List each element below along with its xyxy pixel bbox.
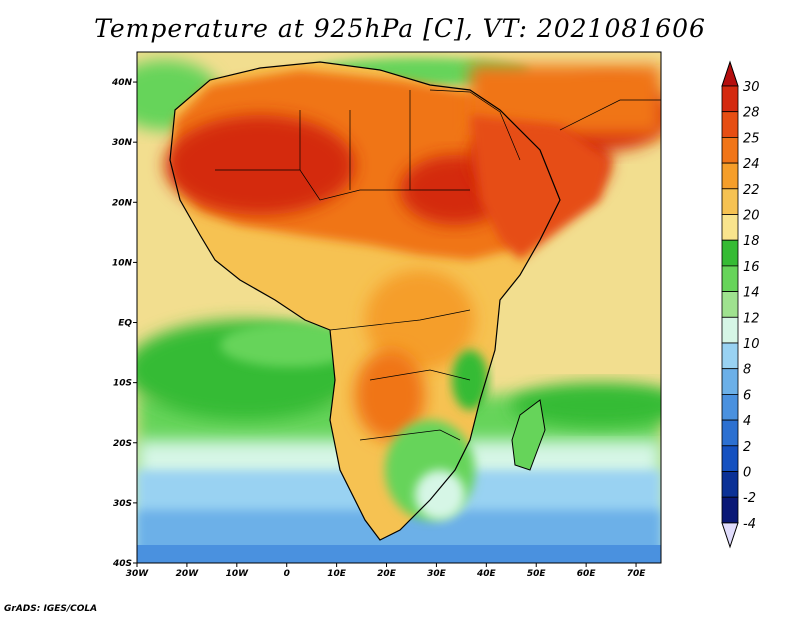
temperature-field (137, 52, 661, 563)
lat-tick-label: EQ (118, 319, 132, 329)
lat-tick-label: 30S (113, 499, 132, 509)
colorbar-label: 20 (743, 209, 760, 224)
colorbar-box (721, 393, 739, 421)
longitude-axis: 30W 20W 10W 0 10E 20E 30E 40E 50E 60E 70E (126, 563, 646, 579)
colorbar-label: 2 (743, 440, 751, 455)
angola-warm (355, 350, 425, 440)
colorbar-box (721, 111, 739, 138)
colorbar-box (721, 162, 739, 190)
lon-tick-label: 10E (327, 569, 347, 579)
lon-tick-label: 70E (627, 569, 647, 579)
lat-tick-label: 40N (111, 78, 133, 88)
colorbar-box (721, 136, 739, 164)
country-border-north (299, 90, 411, 190)
lat-tick-label: 20N (112, 198, 133, 208)
colorbar-box (721, 85, 739, 113)
lat-tick-label: 40S (112, 559, 132, 569)
lon-tick-label: 50E (527, 569, 547, 579)
colorbar-label: 16 (743, 260, 760, 275)
colorbar-label: -4 (743, 517, 756, 532)
lon-tick-label: 30W (126, 569, 150, 579)
arabian-peninsula (470, 115, 610, 260)
lon-tick-label: 60E (577, 569, 597, 579)
colorbar-box (721, 214, 739, 241)
colorbar-box (721, 265, 739, 292)
colorbar-top-arrow (721, 60, 739, 87)
lat-tick-label: 20S (113, 439, 132, 449)
colorbar-label: 18 (743, 234, 760, 249)
lon-tick-label: 10W (226, 569, 250, 579)
colorbar-label: 24 (743, 157, 760, 172)
colorbar-label: 8 (743, 363, 751, 378)
sahara-west-hot-core (165, 115, 355, 215)
lon-tick-label: 20E (377, 569, 397, 579)
lon-tick-label: 40E (476, 569, 497, 579)
africa-coastline (169, 61, 561, 541)
south-ocean-cold-band (137, 545, 661, 563)
southern-africa-cool-core (415, 470, 465, 520)
country-border-sahel (215, 169, 470, 201)
colorbar-label: 14 (743, 286, 760, 301)
lat-tick-label: 10S (113, 379, 132, 389)
colorbar-box (721, 445, 739, 472)
colorbar-label: 22 (743, 183, 760, 198)
colorbar-box (721, 239, 739, 267)
country-border-middle-east (429, 89, 661, 161)
colorbar-box (721, 316, 739, 344)
colorbar-box (721, 419, 739, 447)
colorbar-label: 6 (743, 388, 751, 403)
map-title: Temperature at 925hPa [C], VT: 202108160… (94, 14, 706, 43)
atlantic-green-core (220, 323, 360, 367)
lon-tick-label: 20W (176, 569, 200, 579)
lat-tick-label: 10N (112, 258, 133, 268)
colorbar-label: 12 (743, 311, 760, 326)
country-border-central-south (329, 309, 471, 441)
colorbar-box (721, 496, 739, 524)
madagascar (511, 399, 546, 471)
colorbar-box (721, 471, 739, 498)
map-frame (136, 51, 662, 564)
colorbar-bottom-arrow (721, 522, 739, 549)
colorbar-box (721, 342, 739, 370)
colorbar-box (721, 291, 739, 318)
colorbar-box (721, 368, 739, 395)
colorbar-label: -2 (743, 491, 756, 506)
colorbar-label: 4 (743, 414, 751, 429)
colorbar-box (721, 188, 739, 215)
colorbar-label: 0 (743, 466, 751, 481)
colorbar-label: 25 (743, 131, 760, 146)
colorbar-label: 28 (743, 106, 760, 121)
lat-tick-label: 30N (112, 138, 133, 148)
colorbar-label: 30 (743, 80, 760, 95)
latitude-axis: 40N 30N 20N 10N EQ 10S 20S 30S 40S (111, 78, 137, 569)
lon-tick-label: 0 (284, 569, 290, 579)
lon-tick-label: 30E (427, 569, 447, 579)
indian-ocean-green-band (510, 383, 661, 427)
grads-credit: GrADS: IGES/COLA (4, 604, 98, 614)
colorbar-label: 10 (743, 337, 760, 352)
